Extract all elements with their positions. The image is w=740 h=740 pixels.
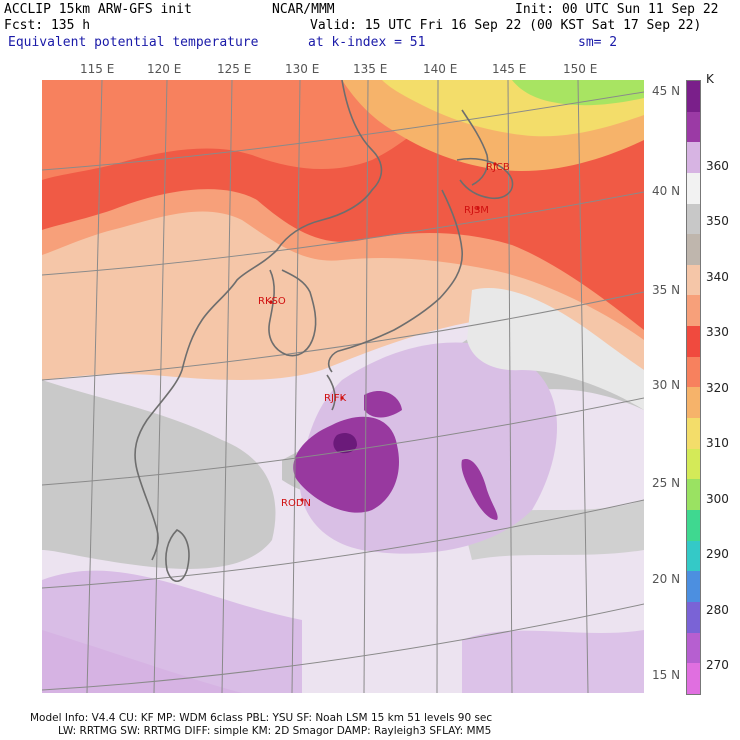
colorbar-label: 360 <box>706 159 729 173</box>
lon-label: 150 E <box>563 62 598 76</box>
lat-label: 30 N <box>652 378 681 392</box>
colorbar-segment <box>687 111 700 143</box>
colorbar-segment <box>687 601 700 633</box>
org-label: NCAR/MMM <box>272 2 335 17</box>
lat-label: 40 N <box>652 184 681 198</box>
coastlines <box>134 80 514 583</box>
colorbar-segment <box>687 448 700 480</box>
valid-time: Valid: 15 UTC Fri 16 Sep 22 (00 KST Sat … <box>310 18 702 33</box>
colorbar-segment <box>687 81 700 112</box>
lat-label: 20 N <box>652 572 681 586</box>
colorbar-segment <box>687 356 700 388</box>
colorbar-segment <box>687 663 700 694</box>
coast-japan <box>327 189 463 373</box>
lon-label: 135 E <box>353 62 388 76</box>
typhoon-core <box>293 416 400 513</box>
lon-label: 140 E <box>423 62 458 76</box>
coast-mainland <box>134 80 383 561</box>
lon-label: 115 E <box>80 62 115 76</box>
colorbar <box>686 80 701 695</box>
coast-sakhalin <box>461 109 489 186</box>
colorbar-label: 290 <box>706 547 729 561</box>
colorbar-segment <box>687 540 700 572</box>
colorbar-label: 310 <box>706 436 729 450</box>
forecast-hour: Fcst: 135 h <box>4 18 91 33</box>
graticule <box>42 80 644 693</box>
lon-label: 145 E <box>492 62 527 76</box>
colorbar-segment <box>687 234 700 265</box>
footer-model-info: Model Info: V4.4 CU: KF MP: WDM 6class P… <box>30 712 493 724</box>
colorbar-label: 330 <box>706 325 729 339</box>
station-label: RKSO <box>258 296 286 307</box>
coast-taiwan <box>165 529 190 583</box>
field-orange-nw <box>42 80 462 180</box>
colorbar-unit: K <box>706 72 714 86</box>
colorbar-segment <box>687 326 700 357</box>
colorbar-label: 350 <box>706 214 729 228</box>
lon-label: 130 E <box>285 62 320 76</box>
colorbar-segment <box>687 172 700 204</box>
field-lavender-corner <box>42 630 242 693</box>
model-title: ACCLIP 15km ARW-GFS init <box>4 2 192 17</box>
colorbar-segment <box>687 632 700 664</box>
coast-korea <box>268 269 317 357</box>
smoothing-label: sm= 2 <box>578 35 618 50</box>
field-name: Equivalent potential temperature <box>8 35 259 50</box>
lon-label: 125 E <box>217 62 252 76</box>
colorbar-label: 280 <box>706 603 729 617</box>
purple-band-n <box>364 390 402 418</box>
station-label: RODN <box>281 498 311 509</box>
colorbar-segment <box>687 142 700 173</box>
station-label: RJSM <box>464 205 489 216</box>
lon-label: 120 E <box>147 62 182 76</box>
station-markers <box>269 162 497 502</box>
station-label: RJFK <box>324 393 347 404</box>
footer-physics-info: LW: RRTMG SW: RRTMG DIFF: simple KM: 2D … <box>58 725 492 737</box>
map-panel <box>42 80 644 693</box>
lat-label: 35 N <box>652 283 681 297</box>
colorbar-segment <box>687 571 700 602</box>
colorbar-segment <box>687 295 700 327</box>
purple-band-e <box>461 459 498 520</box>
colorbar-segment <box>687 479 700 510</box>
lat-label: 25 N <box>652 476 681 490</box>
coast-hokkaido <box>456 157 514 200</box>
colorbar-segment <box>687 387 700 419</box>
typhoon-eye-ring <box>333 433 357 454</box>
colorbar-label: 320 <box>706 381 729 395</box>
init-time: Init: 00 UTC Sun 11 Sep 22 <box>515 2 719 17</box>
lat-label: 15 N <box>652 668 681 682</box>
coast-kyushu <box>326 374 336 411</box>
lat-label: 45 N <box>652 84 681 98</box>
colorbar-segment <box>687 264 700 296</box>
level-label: at k-index = 51 <box>308 35 426 50</box>
colorbar-segment <box>687 509 700 541</box>
field-lavender-se <box>462 630 644 693</box>
colorbar-label: 340 <box>706 270 729 284</box>
colorbar-segment <box>687 203 700 235</box>
colorbar-label: 270 <box>706 658 729 672</box>
colorbar-segment <box>687 418 700 449</box>
colorbar-label: 300 <box>706 492 729 506</box>
station-label: RJCB <box>486 162 510 173</box>
